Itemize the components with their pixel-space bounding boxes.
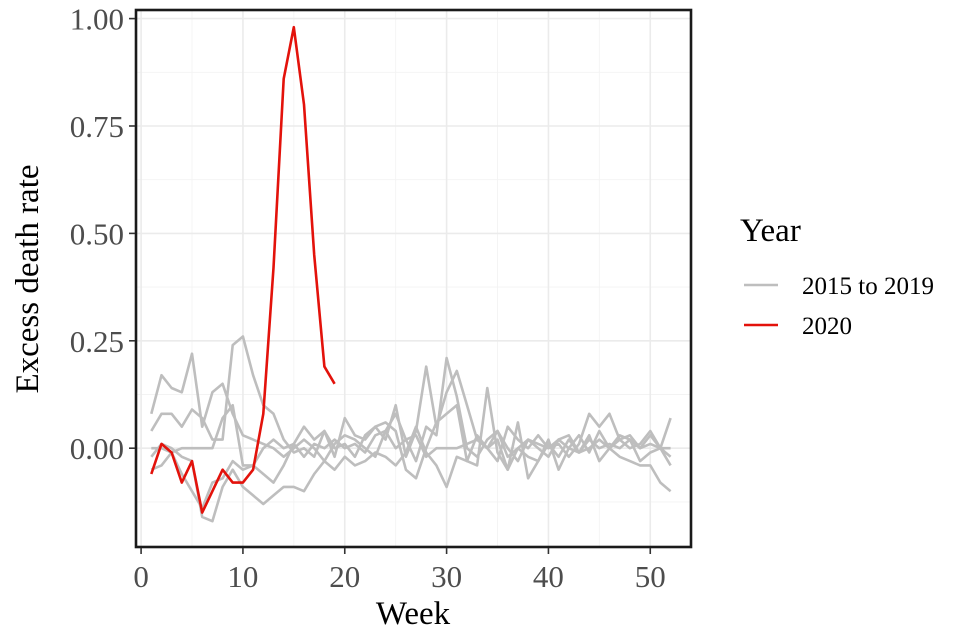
x-tick-label: 40 xyxy=(533,559,564,594)
y-tick-label: 0.50 xyxy=(70,216,124,251)
series-line-2015-to-2019 xyxy=(150,425,672,523)
y-tick-label: 0.00 xyxy=(70,431,124,466)
plot-panel-border xyxy=(134,8,693,549)
plot-panel-background xyxy=(136,10,691,547)
series-lines xyxy=(150,25,672,523)
x-tick-label: 30 xyxy=(431,559,462,594)
x-axis-title: Week xyxy=(376,596,451,632)
legend-label-2015-to-2019: 2015 to 2019 xyxy=(802,273,934,300)
x-tick-label: 50 xyxy=(635,559,666,594)
series-line-2015-to-2019 xyxy=(151,403,671,467)
y-tick-label: 0.75 xyxy=(70,109,124,144)
legend-label-2020: 2020 xyxy=(802,313,852,340)
legend-title: Year xyxy=(740,213,801,249)
x-tick-label: 0 xyxy=(133,559,149,594)
x-tick-label: 10 xyxy=(227,559,258,594)
y-tick-label: 1.00 xyxy=(70,2,124,37)
y-tick-label: 0.25 xyxy=(70,324,124,359)
series-line-2015-to-2019 xyxy=(150,335,672,463)
series-line-2015-to-2019 xyxy=(150,386,672,510)
series-line-2020 xyxy=(150,25,336,514)
x-axis-ticks: 0 10 20 30 40 50 xyxy=(133,548,666,594)
y-axis-ticks: 0.00 0.25 0.50 0.75 1.00 xyxy=(70,2,135,466)
legend: Year 2015 to 2019 2020 xyxy=(740,213,934,340)
y-axis-title: Excess death rate xyxy=(10,164,46,393)
x-tick-label: 20 xyxy=(329,559,360,594)
